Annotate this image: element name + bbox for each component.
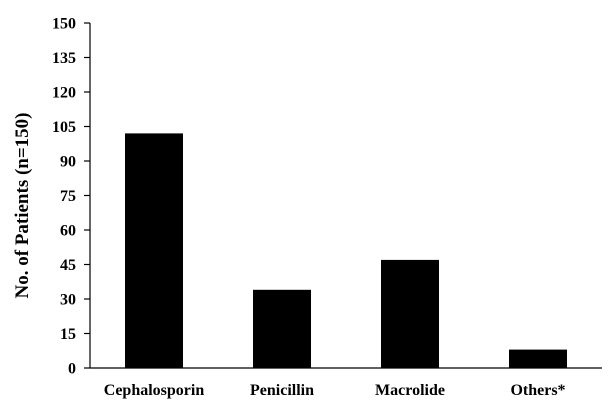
y-tick-label: 60 bbox=[60, 223, 76, 240]
y-tick-label: 30 bbox=[60, 292, 76, 309]
x-category-label: Cephalosporin bbox=[104, 382, 205, 399]
y-tick-label: 75 bbox=[60, 188, 76, 205]
bar-macrolide bbox=[381, 259, 439, 368]
y-tick-label: 105 bbox=[52, 119, 76, 136]
x-category-label: Penicillin bbox=[250, 382, 314, 399]
y-tick-label: 90 bbox=[60, 154, 76, 171]
y-tick-label: 135 bbox=[52, 50, 76, 67]
bar-penicillin bbox=[253, 289, 311, 368]
bar-others bbox=[509, 349, 567, 368]
y-tick-label: 150 bbox=[52, 16, 76, 33]
bar-cephalosporin bbox=[125, 133, 183, 368]
y-axis-ticks: 0 15 30 45 60 75 90 105 120 135 150 bbox=[52, 16, 90, 378]
y-axis-title: No. of Patients (n=150) bbox=[12, 112, 33, 298]
y-tick-label: 45 bbox=[60, 257, 76, 274]
x-axis-labels: Cephalosporin Penicillin Macrolide Others* bbox=[104, 382, 566, 399]
y-tick-label: 0 bbox=[68, 361, 76, 378]
y-tick-label: 120 bbox=[52, 85, 76, 102]
bars bbox=[125, 133, 567, 368]
y-tick-label: 15 bbox=[60, 326, 76, 343]
x-category-label: Others* bbox=[510, 382, 565, 399]
x-category-label: Macrolide bbox=[375, 382, 445, 399]
